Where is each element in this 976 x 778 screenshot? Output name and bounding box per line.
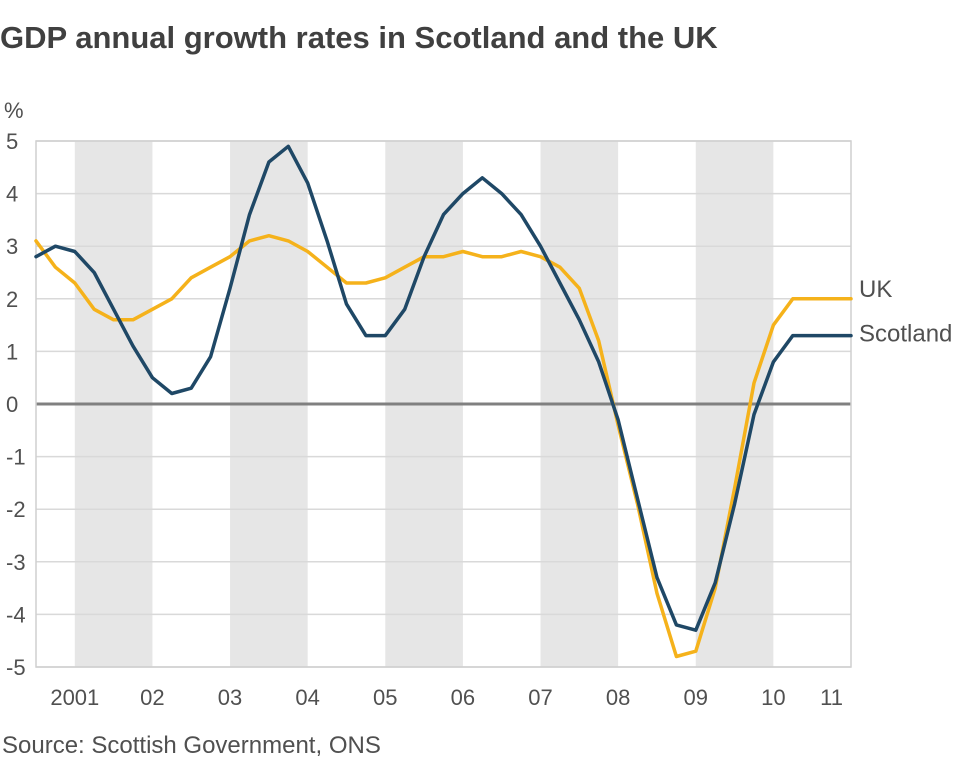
x-tick-label: 03 — [218, 685, 242, 710]
x-tick-label: 09 — [684, 685, 708, 710]
x-tick-label: 07 — [528, 685, 552, 710]
series-label-uk: UK — [859, 276, 892, 303]
y-tick-label: 5 — [6, 129, 18, 154]
y-tick-label: -5 — [6, 655, 26, 680]
y-tick-label: 2 — [6, 287, 18, 312]
y-axis-unit: % — [4, 98, 24, 123]
y-tick-label: 3 — [6, 234, 18, 259]
y-tick-label: -3 — [6, 550, 26, 575]
x-tick-label: 11 — [820, 685, 843, 710]
x-tick-label: 10 — [761, 685, 785, 710]
y-tick-label: -4 — [6, 602, 26, 627]
y-tick-label: 4 — [6, 182, 18, 207]
x-tick-label: 06 — [451, 685, 475, 710]
x-tick-label: 02 — [140, 685, 164, 710]
series-line-uk — [34, 233, 853, 659]
x-tick-label: 2001 — [50, 685, 99, 710]
series-line-scotland — [34, 144, 853, 632]
chart-source: Source: Scottish Government, ONS — [2, 732, 381, 759]
y-tick-label: -1 — [6, 445, 26, 470]
y-tick-label: -2 — [6, 497, 26, 522]
series-label-scotland: Scotland — [859, 321, 952, 348]
y-tick-label: 0 — [6, 392, 18, 417]
x-tick-label: 04 — [295, 685, 319, 710]
chart-title: GDP annual growth rates in Scotland and … — [0, 20, 718, 55]
x-tick-label: 08 — [606, 685, 630, 710]
x-tick-label: 05 — [373, 685, 397, 710]
y-tick-label: 1 — [6, 339, 18, 364]
plot-border — [35, 140, 852, 668]
